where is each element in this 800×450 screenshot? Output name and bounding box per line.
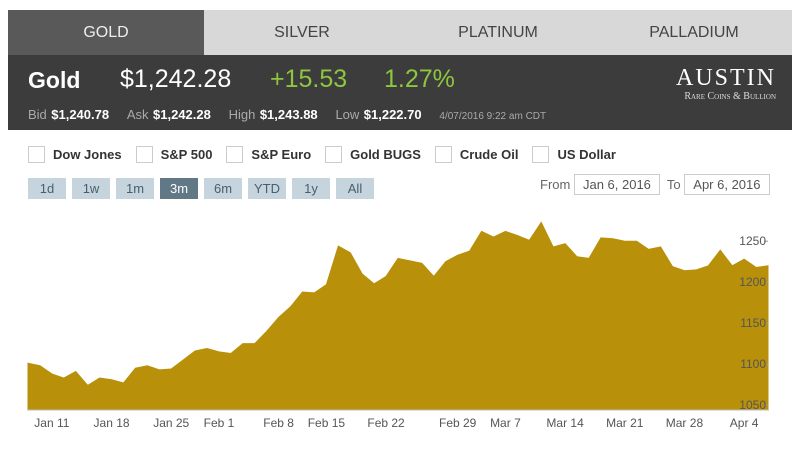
compare-label: S&P Euro	[251, 147, 312, 162]
y-tick-label: 1100	[740, 357, 766, 371]
range-button[interactable]: 1w	[72, 178, 110, 199]
label: Bid	[28, 107, 47, 122]
high: $1,243.88	[259, 107, 318, 122]
label: High	[228, 107, 256, 122]
compare-label: Crude Oil	[459, 147, 519, 162]
y-tick-label: 1050	[739, 398, 766, 412]
to-label: To	[666, 177, 681, 192]
logo-title: AUSTIN	[676, 65, 776, 91]
compare-label: Dow Jones	[53, 147, 122, 162]
compare-option[interactable]: Dow Jones	[28, 146, 122, 163]
x-tick-label: Jan 11	[34, 416, 69, 430]
compare-option[interactable]: Crude Oil	[434, 146, 519, 163]
checkbox[interactable]	[434, 146, 452, 163]
tab[interactable]: PLATINUM	[400, 10, 596, 55]
x-tick-label: Jan 25	[153, 416, 189, 430]
x-tick-label: Mar 7	[490, 416, 521, 430]
tab[interactable]: SILVER	[204, 10, 400, 55]
x-tick-label: Jan 18	[94, 416, 130, 430]
to-date[interactable]: Apr 6, 2016	[684, 174, 770, 195]
price: $1,242.28	[120, 65, 232, 93]
metal-name: Gold	[28, 67, 81, 93]
checkbox[interactable]	[325, 146, 343, 163]
y-tick-label: 1250	[739, 234, 766, 248]
x-tick-label: Feb 8	[263, 416, 294, 430]
range-button[interactable]: 6m	[204, 178, 242, 199]
checkbox[interactable]	[28, 146, 45, 163]
tab[interactable]: PALLADIUM	[596, 10, 792, 55]
range-buttons: 1d 1w 1m 3m 6m YTD 1y All	[28, 178, 380, 199]
tab[interactable]: GOLD	[8, 10, 204, 55]
logo-subtitle: Rare Coins & Bullion	[684, 91, 776, 102]
x-tick-label: Mar 21	[606, 416, 644, 430]
quote-details: Bid $1,240.78 Ask $1,242.28 High $1,243.…	[28, 106, 546, 124]
compare-option[interactable]: Gold BUGS	[325, 146, 421, 163]
y-tick-label: 1150	[740, 316, 766, 330]
label: Low	[335, 107, 360, 122]
change-pct: 1.27%	[384, 65, 455, 93]
x-tick-label: Feb 29	[439, 416, 477, 430]
y-tick-label: 1200	[739, 275, 766, 289]
checkbox[interactable]	[135, 146, 153, 163]
x-tick-label: Mar 14	[546, 416, 584, 430]
range-button[interactable]: 3m	[160, 178, 198, 199]
area	[27, 221, 769, 411]
checkbox[interactable]	[226, 146, 244, 163]
x-tick-label: Feb 22	[367, 416, 405, 430]
range-button[interactable]: All	[336, 178, 374, 199]
x-tick-label: Apr 4	[730, 416, 759, 430]
compare-label: Gold BUGS	[350, 147, 421, 162]
range-button[interactable]: 1y	[292, 178, 330, 199]
checkbox[interactable]	[532, 146, 550, 163]
from-date[interactable]: Jan 6, 2016	[573, 174, 660, 195]
compare-list: Dow Jones S&P 500 S&P Euro Gold BUGS Crude O…	[28, 146, 630, 168]
ask: $1,242.28	[153, 107, 211, 122]
range-button[interactable]: 1m	[116, 178, 154, 199]
label: Ask	[126, 107, 149, 122]
x-tick-label: Mar 28	[666, 416, 704, 430]
low: $1,222.70	[363, 107, 422, 122]
compare-option[interactable]: US Dollar	[532, 146, 616, 163]
x-tick-label: Feb 1	[204, 416, 235, 430]
compare-option[interactable]: S&P 500	[135, 146, 213, 163]
range-button[interactable]: YTD	[248, 178, 286, 199]
from-label: From	[540, 177, 571, 192]
compare-option[interactable]: S&P Euro	[226, 146, 311, 163]
date-range: From Jan 6, 2016 To Apr 6, 2016	[540, 174, 770, 195]
range-button[interactable]: 1d	[28, 178, 66, 199]
bid: $1,240.78	[51, 107, 110, 122]
compare-label: S&P 500	[160, 147, 213, 162]
x-tick-label: Feb 15	[308, 416, 346, 430]
quote-header: Gold $1,242.28 +15.53 1.27% Bid $1,240.7…	[8, 55, 792, 130]
compare-label: US Dollar	[557, 147, 616, 162]
timestamp: 4/07/2016 9:22 am CDT	[439, 111, 547, 122]
tab-bar: GOLD SILVER PLATINUM PALLADIUM	[8, 10, 792, 55]
change: +15.53	[270, 65, 348, 93]
